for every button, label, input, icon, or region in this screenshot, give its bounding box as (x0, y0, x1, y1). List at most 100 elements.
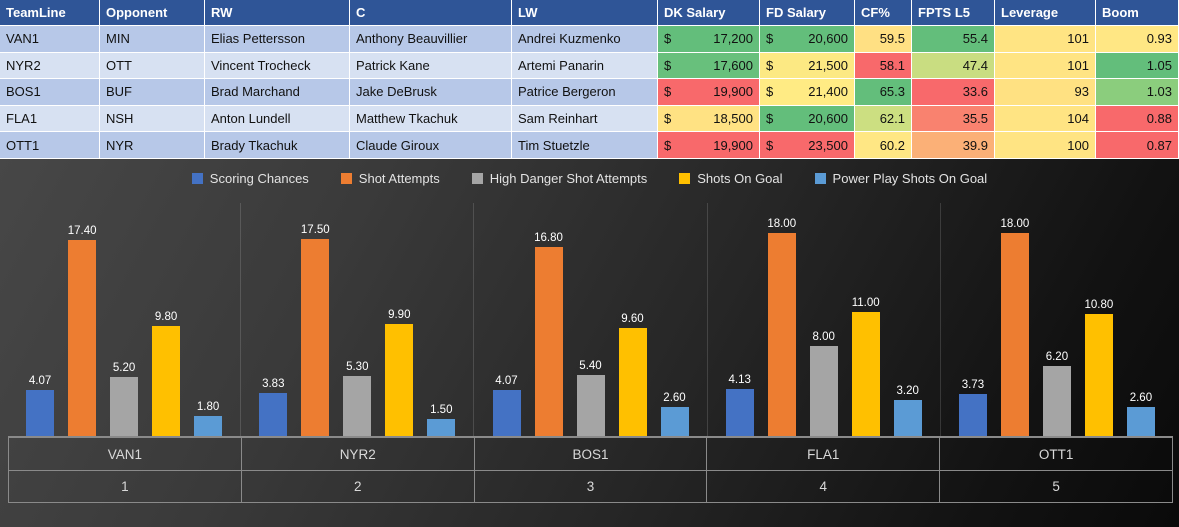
bar[interactable] (26, 390, 55, 436)
cell-boom[interactable]: 0.87 (1096, 132, 1179, 159)
cell-rw[interactable]: Vincent Trocheck (205, 52, 350, 80)
cell-rw[interactable]: Brady Tkachuk (205, 132, 350, 159)
bar[interactable] (152, 325, 181, 436)
cell-boom[interactable]: 0.88 (1096, 105, 1179, 133)
bar[interactable] (194, 415, 223, 436)
cell-dk-salary[interactable]: $ 19,900 (658, 132, 760, 159)
cell-teamline[interactable]: BOS1 (0, 79, 100, 106)
cell-fpts-l5[interactable]: 35.5 (912, 105, 995, 133)
cell-fpts-l5[interactable]: 47.4 (912, 52, 995, 80)
cell-fpts-l5[interactable]: 55.4 (912, 26, 995, 53)
header-cell-boom[interactable]: Boom (1096, 0, 1179, 26)
cell-lw[interactable]: Andrei Kuzmenko (512, 26, 658, 53)
cell-cf[interactable]: 59.5 (855, 26, 912, 53)
bar[interactable] (809, 345, 838, 436)
bar[interactable] (893, 399, 922, 436)
header-cell-c[interactable]: C (350, 0, 512, 26)
cell-c[interactable]: Claude Giroux (350, 132, 512, 159)
bar[interactable] (1042, 366, 1071, 436)
bar[interactable] (343, 376, 372, 436)
bar[interactable] (1084, 314, 1113, 436)
bar[interactable] (1126, 406, 1155, 436)
bar[interactable] (110, 377, 139, 436)
cell-lw[interactable]: Sam Reinhart (512, 105, 658, 133)
header-cell-rw[interactable]: RW (205, 0, 350, 26)
cell-boom[interactable]: 1.05 (1096, 52, 1179, 80)
header-cell-lw[interactable]: LW (512, 0, 658, 26)
cell-leverage[interactable]: 101 (995, 26, 1096, 53)
cell-c[interactable]: Patrick Kane (350, 52, 512, 80)
legend-item[interactable]: Power Play Shots On Goal (814, 171, 987, 186)
bar-value-label: 3.73 (961, 378, 985, 391)
cell-boom[interactable]: 0.93 (1096, 26, 1179, 53)
cell-dk-salary[interactable]: $ 18,500 (658, 105, 760, 133)
cell-opponent[interactable]: MIN (100, 26, 205, 53)
cell-teamline[interactable]: VAN1 (0, 26, 100, 53)
cell-c[interactable]: Anthony Beauvillier (350, 26, 512, 53)
cell-dk-salary[interactable]: $ 17,200 (658, 26, 760, 53)
bar[interactable] (618, 327, 647, 436)
cell-fpts-l5[interactable]: 33.6 (912, 79, 995, 106)
cell-cf[interactable]: 58.1 (855, 52, 912, 80)
bar[interactable] (576, 375, 605, 436)
bar[interactable] (534, 246, 563, 436)
header-cell-leverage[interactable]: Leverage (995, 0, 1096, 26)
bar[interactable] (301, 238, 330, 436)
cell-leverage[interactable]: 104 (995, 105, 1096, 133)
cell-opponent[interactable]: NYR (100, 132, 205, 159)
header-cell-fpts-l5[interactable]: FPTS L5 (912, 0, 995, 26)
bar-chart[interactable]: Scoring Chances Shot Attempts High Dange… (0, 159, 1179, 527)
cell-lw[interactable]: Artemi Panarin (512, 52, 658, 80)
bar[interactable] (427, 419, 456, 436)
legend-item[interactable]: Shots On Goal (679, 171, 783, 186)
cell-fpts-l5[interactable]: 39.9 (912, 132, 995, 159)
legend-item[interactable]: Scoring Chances (191, 171, 309, 186)
bar[interactable] (259, 392, 288, 436)
cell-cf[interactable]: 65.3 (855, 79, 912, 106)
cell-lw[interactable]: Patrice Bergeron (512, 79, 658, 106)
cell-dk-salary[interactable]: $ 17,600 (658, 52, 760, 80)
cell-fd-salary[interactable]: $ 21,500 (760, 52, 855, 80)
cell-teamline[interactable]: NYR2 (0, 52, 100, 80)
bar[interactable] (492, 390, 521, 436)
cell-c[interactable]: Jake DeBrusk (350, 79, 512, 106)
cell-cf[interactable]: 62.1 (855, 105, 912, 133)
cell-opponent[interactable]: NSH (100, 105, 205, 133)
header-cell-fd-salary[interactable]: FD Salary (760, 0, 855, 26)
bar[interactable] (958, 393, 987, 436)
cell-opponent[interactable]: OTT (100, 52, 205, 80)
cell-teamline[interactable]: OTT1 (0, 132, 100, 159)
header-cell-teamline[interactable]: TeamLine (0, 0, 100, 26)
cell-fd-salary[interactable]: $ 20,600 (760, 26, 855, 53)
cell-leverage[interactable]: 101 (995, 52, 1096, 80)
bar[interactable] (385, 324, 414, 436)
cell-boom[interactable]: 1.03 (1096, 79, 1179, 106)
bar[interactable] (1000, 233, 1029, 436)
cell-c[interactable]: Matthew Tkachuk (350, 105, 512, 133)
bar[interactable] (851, 311, 880, 436)
bar[interactable] (767, 233, 796, 436)
cell-cf[interactable]: 60.2 (855, 132, 912, 159)
legend-item[interactable]: High Danger Shot Attempts (471, 171, 647, 186)
cell-lw[interactable]: Tim Stuetzle (512, 132, 658, 159)
legend-label: Scoring Chances (209, 171, 309, 186)
cell-rw[interactable]: Anton Lundell (205, 105, 350, 133)
header-cell-dk-salary[interactable]: DK Salary (658, 0, 760, 26)
cell-leverage[interactable]: 100 (995, 132, 1096, 159)
cell-leverage[interactable]: 93 (995, 79, 1096, 106)
cell-teamline[interactable]: FLA1 (0, 105, 100, 133)
legend-item[interactable]: Shot Attempts (340, 171, 440, 186)
cell-fd-salary[interactable]: $ 23,500 (760, 132, 855, 159)
cell-fd-salary[interactable]: $ 21,400 (760, 79, 855, 106)
table-header-row: TeamLine Opponent RW C LW DK Salary FD S… (0, 0, 1179, 26)
bar[interactable] (725, 389, 754, 436)
bar[interactable] (660, 406, 689, 436)
cell-rw[interactable]: Elias Pettersson (205, 26, 350, 53)
cell-dk-salary[interactable]: $ 19,900 (658, 79, 760, 106)
bar[interactable] (68, 239, 97, 436)
cell-opponent[interactable]: BUF (100, 79, 205, 106)
cell-fd-salary[interactable]: $ 20,600 (760, 105, 855, 133)
cell-rw[interactable]: Brad Marchand (205, 79, 350, 106)
header-cell-opponent[interactable]: Opponent (100, 0, 205, 26)
header-cell-cf[interactable]: CF% (855, 0, 912, 26)
